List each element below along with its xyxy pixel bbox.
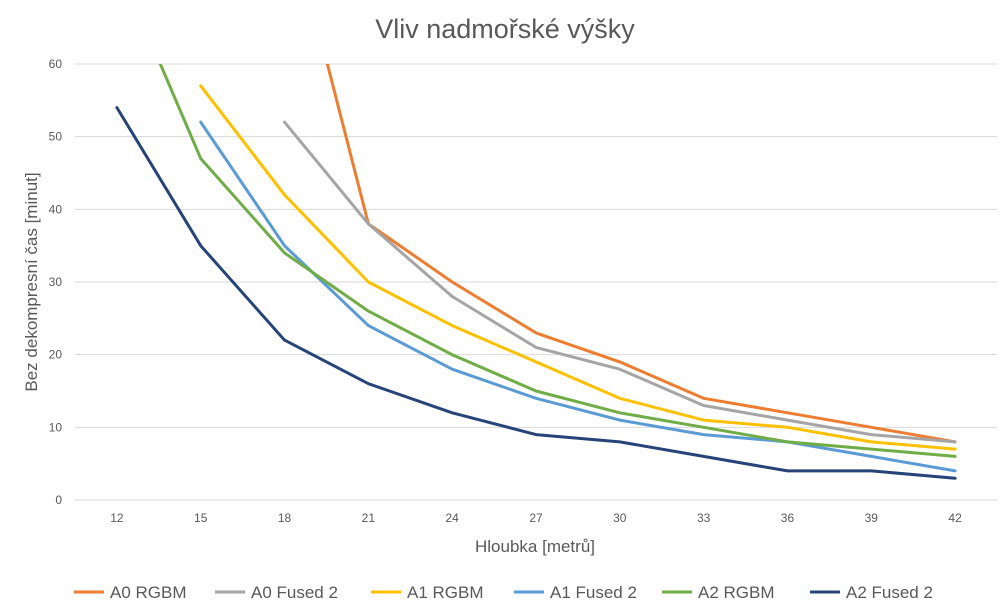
series-line-a2-fused-2	[115, 106, 957, 480]
series-line-a1-fused-2	[199, 120, 957, 473]
legend-label-a1-rgbm: A1 RGBM	[407, 583, 484, 602]
legend-item-a1-rgbm: A1 RGBM	[371, 583, 484, 602]
x-tick-label-36: 36	[781, 511, 795, 525]
legend: A0 RGBM A0 Fused 2 A1 RGBM A1 Fused 2 A2 RGB…	[74, 583, 933, 602]
y-tick-label-40: 40	[49, 202, 63, 216]
x-tick-label-39: 39	[865, 511, 879, 525]
x-axis-ticks: 12 15 18 21 24 27 30 33 36 39 42	[110, 511, 962, 525]
legend-label-a1-fused-2: A1 Fused 2	[550, 583, 637, 602]
y-axis-ticks: 0 10 20 30 40 50 60	[49, 57, 63, 507]
x-tick-label-33: 33	[697, 511, 711, 525]
y-tick-label-30: 30	[49, 275, 63, 289]
x-tick-label-27: 27	[529, 511, 543, 525]
x-tick-label-24: 24	[446, 511, 460, 525]
x-tick-label-21: 21	[362, 511, 376, 525]
legend-item-a2-rgbm: A2 RGBM	[662, 583, 775, 602]
series-line-a0-fused-2	[283, 120, 957, 444]
gridlines	[75, 63, 997, 501]
y-tick-label-60: 60	[49, 57, 63, 71]
series-line-a1-rgbm	[199, 84, 957, 451]
series-line-a0-rgbm	[325, 64, 957, 444]
series-line-a2-rgbm	[158, 64, 957, 458]
x-tick-label-18: 18	[278, 511, 292, 525]
legend-label-a0-rgbm: A0 RGBM	[110, 583, 187, 602]
x-tick-label-15: 15	[194, 511, 208, 525]
legend-label-a0-fused-2: A0 Fused 2	[251, 583, 338, 602]
chart-title: Vliv nadmořské výšky	[375, 14, 635, 44]
legend-item-a0-rgbm: A0 RGBM	[74, 583, 187, 602]
y-tick-label-50: 50	[49, 130, 63, 144]
legend-item-a2-fused-2: A2 Fused 2	[810, 583, 933, 602]
legend-item-a1-fused-2: A1 Fused 2	[514, 583, 637, 602]
y-tick-label-0: 0	[55, 493, 62, 507]
legend-label-a2-rgbm: A2 RGBM	[698, 583, 775, 602]
legend-item-a0-fused-2: A0 Fused 2	[215, 583, 338, 602]
y-axis-title: Bez dekompresní čas [minut]	[22, 172, 41, 391]
y-tick-label-10: 10	[49, 420, 63, 434]
y-tick-label-20: 20	[49, 348, 63, 362]
x-tick-label-12: 12	[110, 511, 124, 525]
x-tick-label-42: 42	[948, 511, 962, 525]
series-lines	[115, 64, 957, 480]
x-axis-title: Hloubka [metrů]	[475, 537, 595, 556]
x-tick-label-30: 30	[613, 511, 627, 525]
legend-label-a2-fused-2: A2 Fused 2	[846, 583, 933, 602]
